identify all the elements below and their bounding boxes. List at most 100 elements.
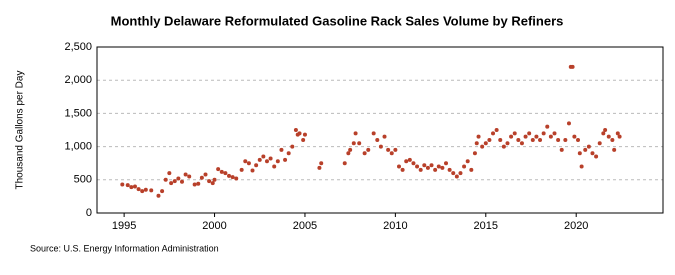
data-point <box>603 128 608 132</box>
data-point <box>572 134 577 139</box>
data-point <box>451 171 456 176</box>
data-point <box>570 64 575 69</box>
x-tick-label: 1995 <box>112 220 136 232</box>
data-point <box>472 151 477 156</box>
data-point <box>556 137 561 142</box>
data-point <box>494 128 499 132</box>
data-point <box>212 177 217 182</box>
data-point <box>487 137 492 142</box>
data-point <box>396 164 401 169</box>
data-point <box>411 161 416 166</box>
data-point <box>227 173 232 178</box>
data-point <box>223 171 228 176</box>
data-point <box>447 167 452 172</box>
data-point <box>219 169 224 174</box>
data-point <box>317 165 322 170</box>
x-tick-label: 2000 <box>202 220 226 232</box>
data-point <box>491 131 496 136</box>
data-point <box>393 147 398 152</box>
y-tick-label: 500 <box>74 174 92 186</box>
data-point <box>319 161 324 166</box>
data-point <box>302 132 307 137</box>
data-point <box>250 168 255 173</box>
data-point <box>601 131 606 136</box>
data-point <box>509 134 514 139</box>
data-point <box>476 134 481 139</box>
data-point <box>378 144 383 149</box>
data-point <box>545 124 550 129</box>
data-point <box>192 182 197 187</box>
data-point <box>548 134 553 139</box>
data-point <box>187 174 192 179</box>
data-point <box>612 147 617 152</box>
y-tick-label: 2,000 <box>64 74 92 86</box>
data-point <box>454 174 459 179</box>
data-point <box>527 131 532 136</box>
data-point <box>353 131 358 136</box>
data-point <box>301 137 306 142</box>
data-point <box>176 176 181 181</box>
data-point <box>563 137 568 142</box>
data-point <box>594 154 599 159</box>
data-point <box>279 147 284 152</box>
data-point <box>610 137 615 142</box>
y-tick-label: 0 <box>86 207 92 219</box>
data-point <box>167 171 172 176</box>
data-point <box>505 141 510 146</box>
data-point <box>462 164 467 169</box>
data-point <box>579 164 584 169</box>
data-point <box>458 171 463 176</box>
data-point <box>246 161 251 166</box>
y-tick-label: 2,500 <box>64 41 92 53</box>
data-point <box>444 161 449 166</box>
data-point <box>125 183 130 188</box>
data-point <box>382 134 387 139</box>
data-point <box>261 154 266 159</box>
x-tick-label: 2005 <box>293 220 317 232</box>
data-point <box>230 175 235 180</box>
data-point <box>375 137 380 142</box>
data-point <box>143 187 148 192</box>
data-point <box>566 121 571 126</box>
data-point <box>577 151 582 156</box>
data-point <box>433 167 438 172</box>
data-point <box>519 141 524 146</box>
data-point <box>615 131 620 136</box>
data-point <box>498 137 503 142</box>
data-point <box>389 151 394 156</box>
data-point <box>348 147 353 152</box>
data-point <box>530 137 535 142</box>
source-note: Source: U.S. Energy Information Administ… <box>30 243 219 253</box>
data-point <box>149 188 154 193</box>
chart-title: Monthly Delaware Reformulated Gasoline R… <box>111 13 564 28</box>
data-point <box>436 164 441 169</box>
data-point <box>552 131 557 136</box>
data-point <box>183 172 188 177</box>
data-point <box>440 165 445 170</box>
data-point <box>371 131 376 136</box>
x-tick-label: 2015 <box>474 220 498 232</box>
data-point <box>216 167 221 172</box>
data-point <box>617 134 622 139</box>
data-point <box>480 144 485 149</box>
data-point <box>483 141 488 146</box>
data-point <box>576 137 581 142</box>
data-point <box>541 131 546 136</box>
data-point <box>272 164 277 169</box>
data-point <box>407 157 412 162</box>
data-point <box>342 161 347 166</box>
data-point <box>590 151 595 156</box>
data-point <box>140 189 145 194</box>
data-point <box>239 167 244 172</box>
data-point <box>386 147 391 152</box>
data-point <box>400 167 405 172</box>
data-point <box>207 179 212 184</box>
data-point <box>283 157 288 162</box>
data-point <box>286 151 291 156</box>
data-point <box>538 137 543 142</box>
data-point <box>275 159 280 164</box>
data-point <box>346 151 351 156</box>
data-point <box>597 141 602 146</box>
